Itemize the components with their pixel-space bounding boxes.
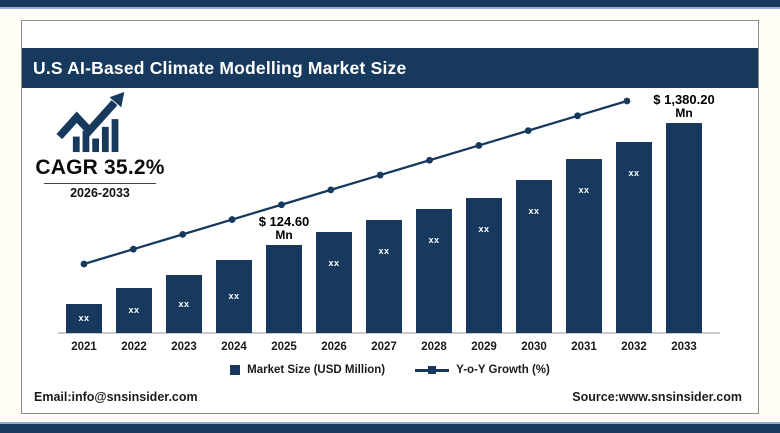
market-size-bar-2029: xx — [466, 198, 502, 333]
bar-value-placeholder: xx — [378, 246, 390, 256]
line-marker-glyph — [428, 366, 437, 374]
market-size-bar-2022: xx — [116, 288, 152, 333]
market-size-bar-2030: xx — [516, 180, 552, 333]
bar-value-placeholder: xx — [478, 224, 490, 234]
page-title: U.S AI-Based Climate Modelling Market Si… — [33, 57, 407, 78]
x-axis-label-2028: 2028 — [421, 341, 447, 353]
cagr-period: 2026-2033 — [70, 186, 130, 200]
value-annotation-2025: $ 124.60 Mn — [236, 214, 332, 242]
x-axis-label-2033: 2033 — [671, 341, 697, 353]
bar-value-placeholder: xx — [628, 168, 640, 178]
cagr-block: CAGR 35.2% 2026-2033 — [22, 92, 178, 200]
bar-value-placeholder: xx — [578, 185, 590, 195]
source-credit: Source:www.snsinsider.com — [572, 390, 742, 404]
market-size-bar-2028: xx — [416, 209, 452, 333]
bar-value-placeholder: xx — [428, 235, 440, 245]
cagr-value: CAGR 35.2% — [35, 156, 165, 179]
x-axis-label-2029: 2029 — [471, 341, 497, 353]
x-axis-label-2023: 2023 — [171, 341, 197, 353]
bar-value-placeholder: xx — [128, 305, 140, 315]
bar-value-placeholder: xx — [178, 298, 190, 309]
x-axis-label-2031: 2031 — [571, 341, 597, 353]
legend-item-growth: Y-o-Y Growth (%) — [415, 364, 550, 376]
market-size-bar-2026: xx — [316, 232, 352, 333]
market-size-bar-2021: xx — [66, 304, 102, 333]
market-size-bar-2031: xx — [566, 159, 602, 333]
legend-label: Market Size (USD Million) — [247, 364, 386, 376]
legend-item-market-size: Market Size (USD Million) — [230, 364, 385, 376]
bar-value-placeholder: xx — [228, 291, 240, 301]
bottom-accent-light-line — [0, 422, 780, 424]
top-accent-bar — [0, 0, 780, 7]
title-banner: U.S AI-Based Climate Modelling Market Si… — [22, 48, 758, 88]
x-axis-label-2032: 2032 — [621, 341, 647, 353]
x-axis-label-2021: 2021 — [71, 341, 97, 353]
bar-value-placeholder: xx — [328, 258, 340, 268]
market-size-bar-2025 — [266, 245, 302, 333]
growth-chart-icon — [56, 92, 125, 153]
market-size-bar-2033 — [666, 123, 702, 333]
market-size-bar-2024: xx — [216, 260, 252, 333]
legend-label: Y-o-Y Growth (%) — [456, 364, 550, 376]
top-accent-light-line — [0, 7, 780, 9]
cagr-divider — [44, 183, 156, 184]
annotation-unit: Mn — [675, 105, 693, 120]
annotation-value: $ 124.60 — [258, 214, 310, 229]
contact-email: Email:info@snsinsider.com — [34, 390, 198, 404]
x-axis-label-2025: 2025 — [271, 341, 297, 353]
bar-value-placeholder: xx — [78, 313, 90, 323]
x-axis-line — [58, 332, 720, 334]
x-axis-label-2027: 2027 — [371, 341, 397, 353]
bar-value-placeholder: xx — [528, 206, 540, 216]
market-size-bar-2027: xx — [366, 220, 402, 333]
annotation-unit: Mn — [275, 227, 293, 242]
line-series-swatch — [415, 366, 450, 374]
market-size-bar-2023: xx — [166, 275, 202, 333]
x-axis-label-2022: 2022 — [121, 341, 147, 353]
market-size-bar-2032: xx — [616, 142, 652, 333]
annotation-value: $ 1,380.20 — [653, 92, 715, 107]
value-annotation-2033: $ 1,380.20 Mn — [636, 92, 732, 120]
x-axis-label-2030: 2030 — [521, 341, 547, 353]
x-axis-label-2024: 2024 — [221, 341, 247, 353]
bottom-accent-bar — [0, 424, 780, 433]
x-axis-label-2026: 2026 — [321, 341, 347, 353]
chart-legend: Market Size (USD Million) Y-o-Y Growth (… — [0, 364, 780, 376]
bar-series-swatch — [230, 365, 241, 375]
